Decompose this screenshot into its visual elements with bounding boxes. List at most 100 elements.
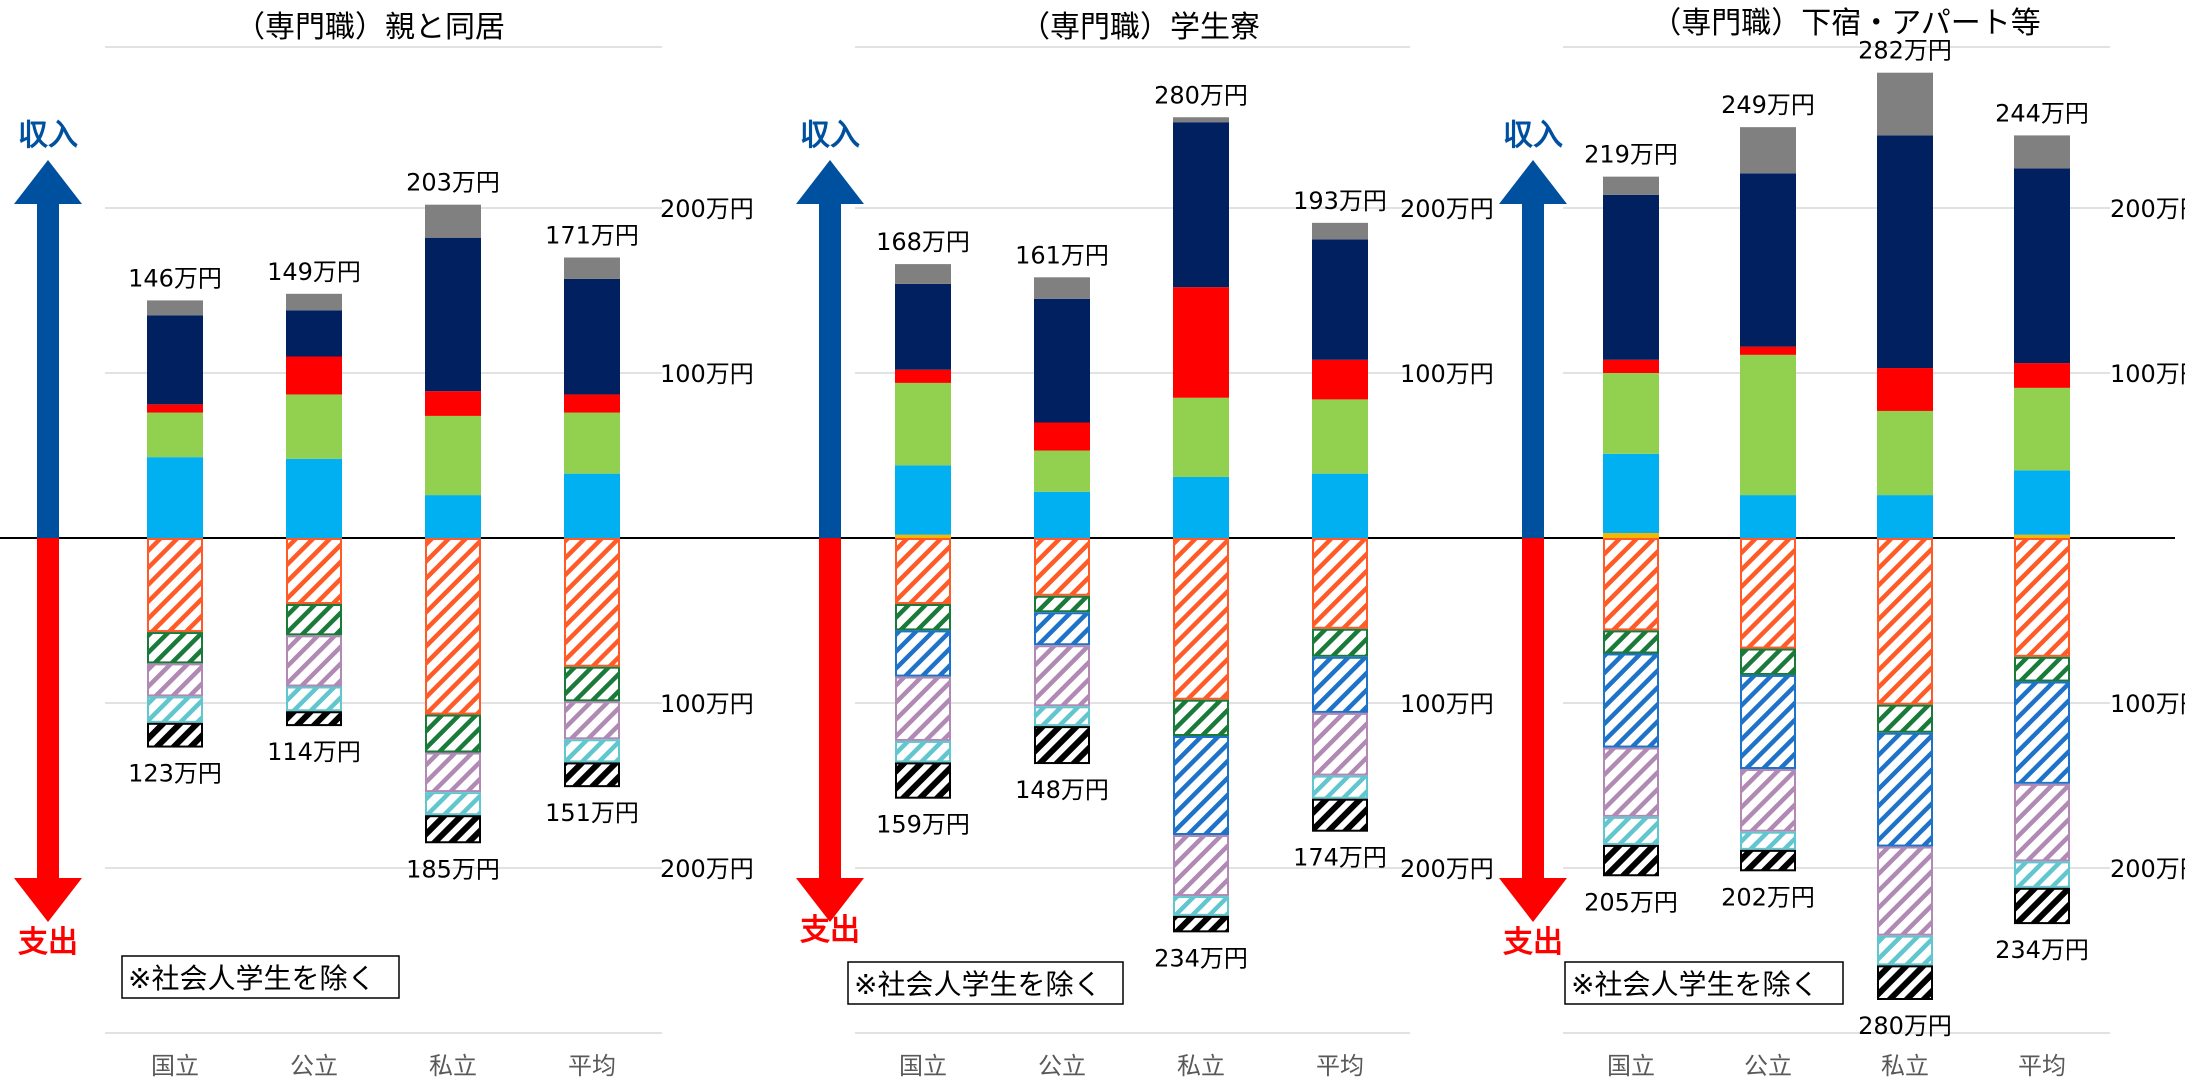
income-bar-segment [425,391,481,416]
income-bar-segment [1603,176,1659,195]
income-bar-segment [1312,239,1368,360]
expense-bar-segment [1034,706,1090,727]
expense-bar-segment [147,663,203,697]
income-bar-segment [564,412,620,474]
expense-total-label: 114万円 [267,738,361,766]
expense-bar-segment [1740,538,1796,649]
x-tick-label: 公立 [290,1052,338,1080]
expense-bar-segment [1740,769,1796,832]
expense-bar-segment [2014,887,2070,925]
expense-bar-segment [564,538,620,667]
expense-bar-segment [1740,849,1796,872]
expense-bar-segment [425,538,481,715]
expense-bar-segment [1740,674,1796,770]
expense-bar-segment [1877,704,1933,733]
income-bar-segment [147,404,203,413]
income-bar-segment [1603,194,1659,360]
income-bar-segment [1173,122,1229,288]
income-bar-segment [2014,387,2070,471]
expense-bar-segment [564,666,620,702]
income-bar-segment [895,534,951,538]
income-bar-segment [895,369,951,383]
note-box [847,961,1124,1005]
expense-bar-segment [1877,732,1933,847]
expense-total-label: 234万円 [1995,936,2089,964]
income-bar-segment [1740,495,1796,538]
x-tick-label: 国立 [1607,1052,1655,1080]
expense-bar-segment [425,792,481,816]
x-tick-label: 公立 [1744,1052,1792,1080]
expense-total-label: 280万円 [1858,1012,1952,1040]
expense-bar-segment [895,538,951,604]
income-bar-segment [895,283,951,370]
expense-bar-segment [1173,538,1229,700]
expense-bar-segment [425,752,481,793]
expense-bar-segment [1603,630,1659,654]
y-tick-label: 200万円 [1400,855,1494,883]
income-total-label: 203万円 [406,169,500,197]
expense-bar-segment [1034,726,1090,765]
expense-bar-segment [1312,798,1368,832]
expense-bar-segment [1034,538,1090,596]
income-bar-segment [1603,533,1659,538]
income-bar-segment [1603,453,1659,534]
income-label: 収入 [18,118,78,153]
income-bar-segment [147,300,203,316]
expense-bar-segment [425,714,481,753]
y-tick-label: 200万円 [2110,195,2185,223]
expense-bar-segment [564,701,620,740]
income-bar-segment [1740,173,1796,347]
income-bar-segment [425,495,481,538]
expense-bar-segment [1603,747,1659,817]
x-tick-label: 公立 [1038,1052,1086,1080]
y-tick-label: 200万円 [660,195,754,223]
expense-arrow-icon [796,538,864,922]
income-bar-segment [1312,473,1368,538]
expense-bar-segment [286,711,342,727]
expense-total-label: 202万円 [1721,883,1815,911]
expense-bar-segment [2014,783,2070,862]
income-total-label: 219万円 [1584,141,1678,169]
expense-bar-segment [1877,965,1933,1000]
expense-bar-segment [286,635,342,687]
income-bar-segment [564,278,620,395]
expense-bar-segment [895,740,951,763]
expense-total-label: 151万円 [545,799,639,827]
note-box [121,955,400,999]
expense-bar-segment [1740,648,1796,675]
expense-label: 支出 [1503,925,1563,960]
expense-total-label: 148万円 [1015,776,1109,804]
expense-bar-segment [147,696,203,723]
income-bar-segment [1603,359,1659,373]
income-bar-segment [895,465,951,535]
expense-bar-segment [2014,861,2070,888]
income-total-label: 280万円 [1154,81,1248,109]
expense-total-label: 159万円 [876,811,970,839]
income-total-label: 171万円 [545,222,639,250]
x-tick-label: 国立 [151,1052,199,1080]
income-bar-segment [286,293,342,311]
expense-bar-segment [564,739,620,763]
income-bar-segment [895,264,951,284]
expense-bar-segment [1173,736,1229,835]
income-bar-segment [1603,373,1659,454]
x-tick-label: 国立 [899,1052,947,1080]
y-tick-label: 200万円 [2110,855,2185,883]
expense-arrow-icon [1499,538,1567,922]
expense-arrow-icon [14,538,82,922]
expense-bar-segment [1603,538,1659,631]
chart-title: （専門職）学生寮 [1020,10,1260,45]
expense-bar-segment [1173,915,1229,933]
y-tick-label: 100万円 [2110,690,2185,718]
income-bar-segment [425,237,481,392]
income-total-label: 244万円 [1995,99,2089,127]
income-bar-segment [1877,368,1933,411]
income-bar-segment [1740,354,1796,496]
income-bar-segment [1173,476,1229,538]
income-bar-segment [2014,470,2070,535]
x-tick-label: 平均 [1316,1052,1364,1080]
income-bar-segment [1034,298,1090,423]
expense-total-label: 234万円 [1154,944,1248,972]
income-arrow-icon [796,160,864,538]
income-bar-segment [1312,359,1368,400]
